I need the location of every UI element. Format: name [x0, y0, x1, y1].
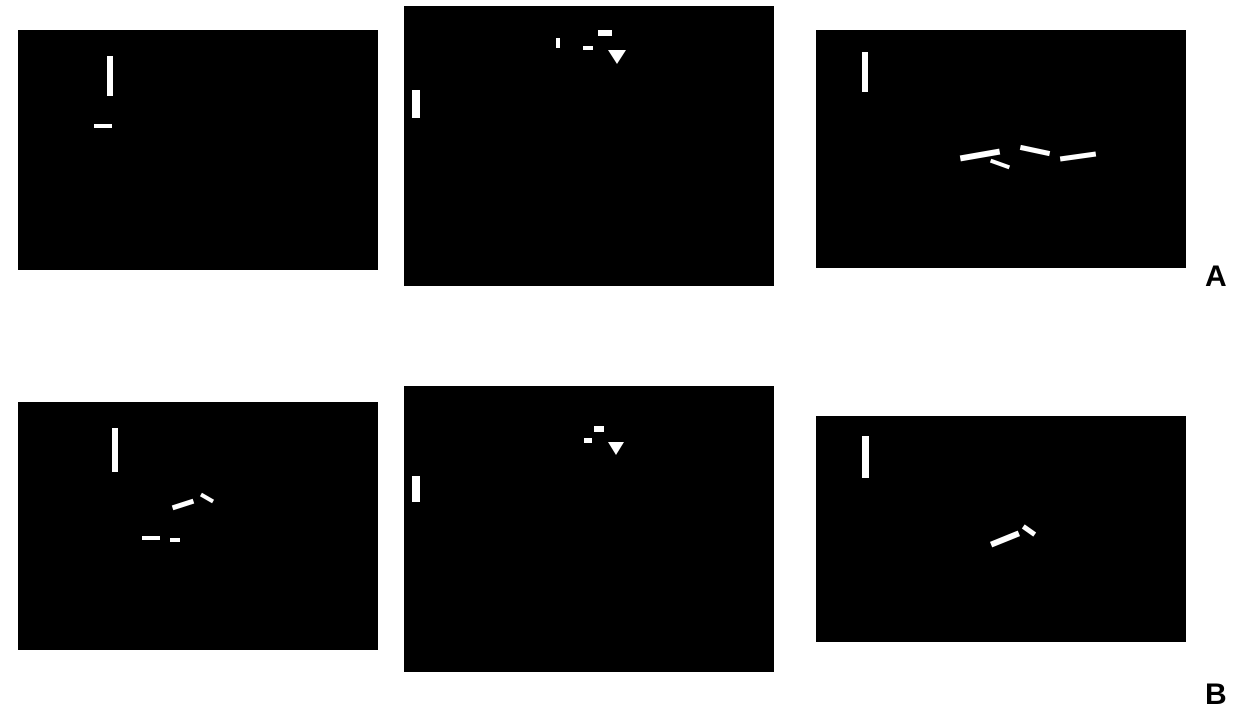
- panel-A2: [404, 6, 774, 286]
- mark-B1-3: [142, 536, 160, 540]
- panel-B3: [816, 416, 1186, 642]
- mark-A1-1: [94, 124, 112, 128]
- mark-B3-1: [990, 531, 1020, 548]
- mark-A3-0: [862, 52, 868, 92]
- panel-A1: [18, 30, 378, 270]
- mark-A2-3: [608, 50, 626, 64]
- panel-A3: [816, 30, 1186, 268]
- mark-A1-0: [107, 56, 113, 96]
- mark-B2-0: [594, 426, 604, 432]
- mark-A2-2: [583, 46, 593, 50]
- mark-B2-3: [412, 476, 420, 502]
- mark-B1-1: [172, 499, 194, 511]
- row-label-A: A: [1205, 260, 1227, 294]
- mark-B1-0: [112, 428, 118, 472]
- panel-B1: [18, 402, 378, 650]
- mark-A2-1: [598, 30, 612, 36]
- figure-container: AB: [0, 0, 1240, 721]
- mark-A3-4: [990, 159, 1010, 170]
- panel-B2: [404, 386, 774, 672]
- mark-A3-3: [1060, 152, 1096, 162]
- mark-B1-4: [170, 538, 180, 542]
- mark-A2-0: [556, 38, 560, 48]
- mark-B2-1: [584, 438, 592, 443]
- mark-A2-4: [412, 90, 420, 118]
- mark-B2-2: [608, 442, 624, 455]
- row-label-B: B: [1205, 678, 1227, 712]
- mark-A3-2: [1020, 145, 1050, 156]
- mark-B1-2: [200, 493, 214, 503]
- mark-B3-0: [862, 436, 869, 478]
- mark-B3-2: [1022, 524, 1036, 536]
